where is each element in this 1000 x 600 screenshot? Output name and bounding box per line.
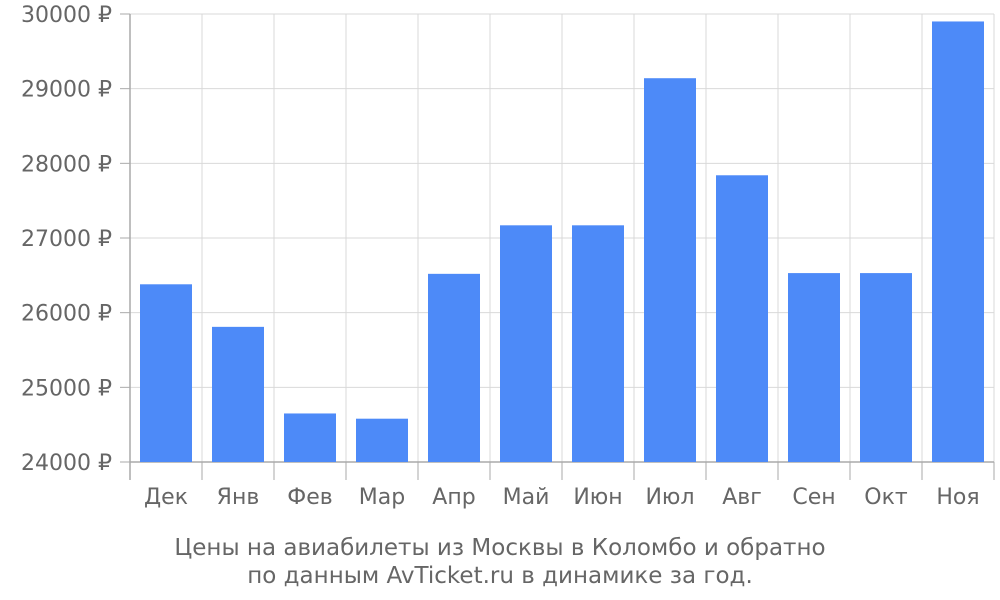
x-tick-label: Авг xyxy=(722,485,762,510)
y-tick-label: 29000 ₽ xyxy=(21,78,112,103)
x-tick-label: Ноя xyxy=(936,485,979,510)
bar-2 xyxy=(284,413,336,462)
x-tick-label: Фев xyxy=(287,485,332,510)
y-tick-label: 28000 ₽ xyxy=(21,152,112,177)
bar-3 xyxy=(356,418,408,462)
bar-7 xyxy=(644,78,696,463)
y-tick-label: 27000 ₽ xyxy=(21,227,112,252)
bar-8 xyxy=(716,175,768,462)
y-tick-label: 30000 ₽ xyxy=(21,3,112,28)
x-tick-label: Май xyxy=(503,485,550,510)
price-bar-chart: 24000 ₽ 25000 ₽ 26000 ₽ 27000 ₽ 28000 ₽ 29000… xyxy=(21,3,995,510)
x-tick-label: Янв xyxy=(217,485,260,510)
x-tick-label: Мар xyxy=(359,485,405,510)
y-tick-label: 25000 ₽ xyxy=(21,376,112,401)
bar-5 xyxy=(500,225,552,462)
y-tick-label: 26000 ₽ xyxy=(21,302,112,327)
bar-11 xyxy=(932,21,984,462)
bar-1 xyxy=(212,326,264,462)
x-tick-label: Сен xyxy=(792,485,835,510)
x-tick-label: Апр xyxy=(432,485,475,510)
bar-10 xyxy=(860,273,912,462)
bar-0 xyxy=(140,284,192,462)
chart-caption-line-2: по данным AvTicket.ru в динамике за год. xyxy=(247,563,753,589)
bar-4 xyxy=(428,273,480,462)
chart-caption-line-1: Цены на авиабилеты из Москвы в Коломбо и… xyxy=(174,535,826,561)
y-tick-label: 24000 ₽ xyxy=(21,451,112,476)
x-tick-label: Дек xyxy=(144,485,188,510)
bar-6 xyxy=(572,225,624,462)
bar-9 xyxy=(788,273,840,462)
x-tick-label: Июл xyxy=(645,485,694,510)
x-tick-label: Июн xyxy=(573,485,622,510)
x-tick-label: Окт xyxy=(864,485,908,510)
